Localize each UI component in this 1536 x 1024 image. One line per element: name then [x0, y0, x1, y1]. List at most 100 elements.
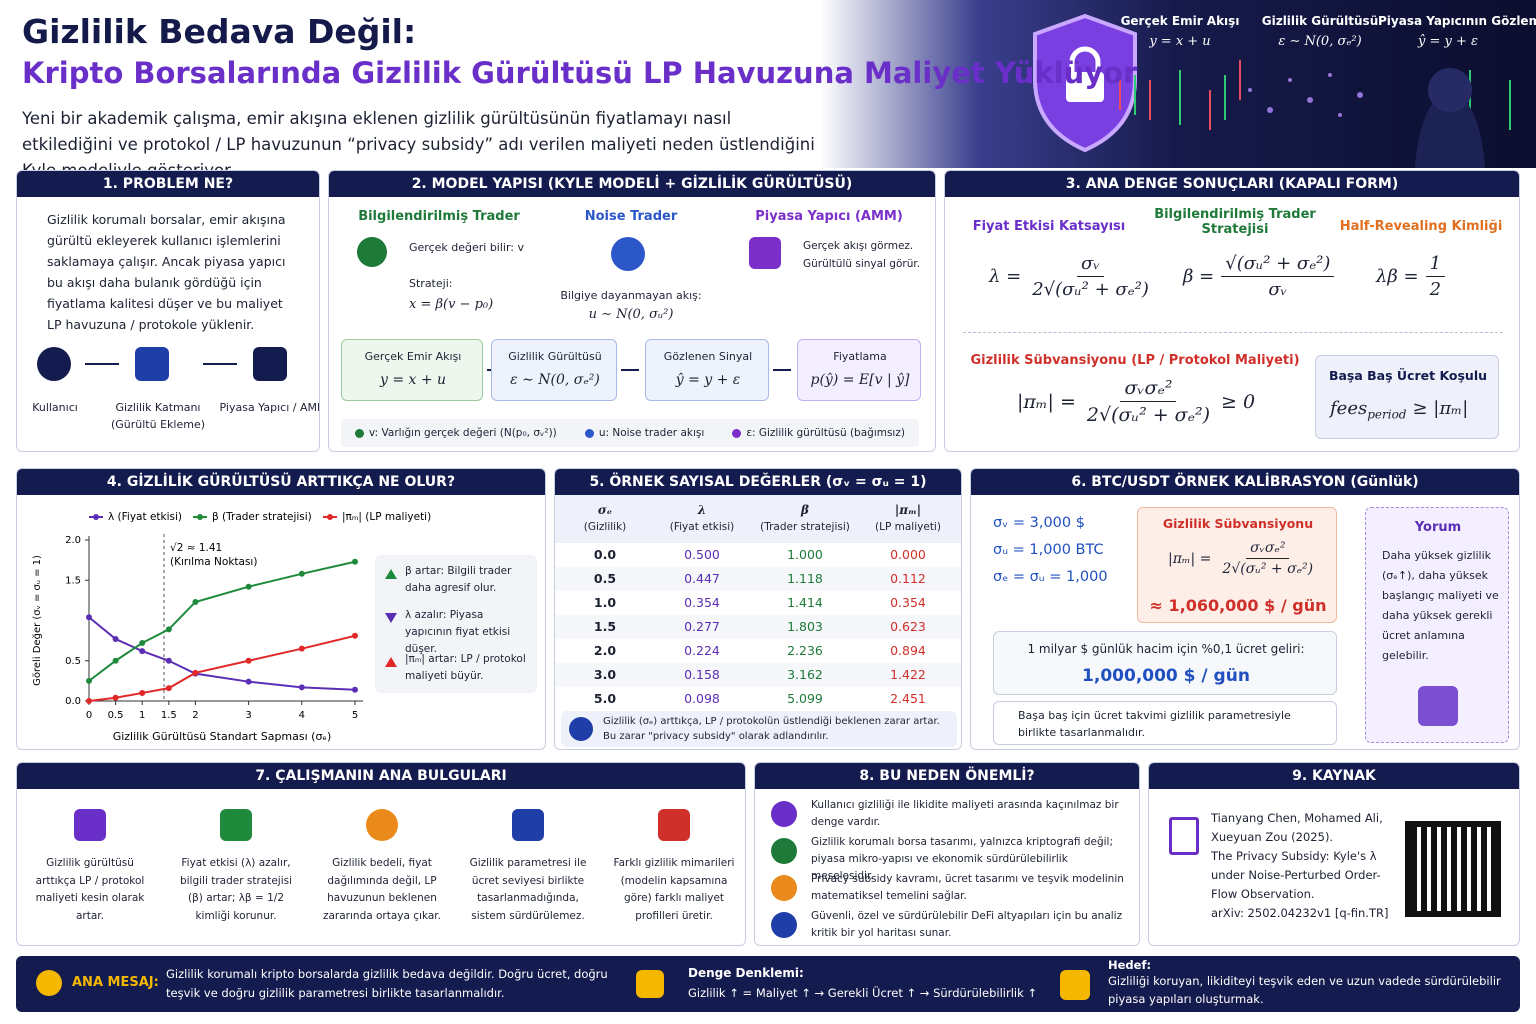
formula-lhs: λ =: [989, 266, 1022, 287]
importance-item: Privacy subsidy kavramı, ücret tasarımı …: [811, 873, 1124, 902]
text: Gizlilik Sübvansiyonu (LP / Protokol Mal…: [970, 353, 1300, 368]
legend-label: λ (Fiyat etkisi): [108, 511, 182, 523]
icon: [36, 970, 62, 996]
th-sub: (Fiyat etkisi): [669, 521, 735, 533]
y-axis-label: Göreli Değer (σᵥ = σᵤ = 1): [31, 555, 43, 686]
series-point: [139, 689, 146, 696]
denominator: 2√(σᵤ² + σₑ²): [1032, 279, 1149, 300]
qr-code: [1405, 821, 1501, 917]
x-tick-label: 0.5: [108, 710, 124, 721]
series-point: [245, 583, 252, 590]
arrow: [203, 363, 237, 365]
td: 1.422: [890, 667, 926, 682]
text: Hedef:: [1108, 958, 1152, 972]
td: 0.000: [890, 547, 926, 562]
panel-title: 4. GİZLİLİK GÜRÜLTÜSÜ ARTTIKÇA NE OLUR?: [17, 469, 545, 495]
series-point: [165, 626, 172, 633]
pipeline-box: Fiyatlama p(ŷ) = E[v | ŷ]: [797, 339, 921, 401]
series-point: [86, 614, 92, 621]
row-band: [555, 663, 961, 687]
icon: [658, 809, 690, 841]
td: 1.5: [593, 619, 617, 634]
x-tick-label: 4: [299, 710, 305, 721]
td: 0.5: [593, 571, 617, 586]
td: 2.236: [787, 643, 823, 658]
text: 1,000,000 $ / gün: [1082, 666, 1250, 686]
hero-formula: ŷ = y + ε: [1418, 34, 1478, 49]
text: Yorum: [1414, 520, 1462, 535]
td: 2.451: [890, 691, 926, 706]
numerator: σᵥ: [1077, 253, 1105, 277]
series-point: [139, 640, 146, 647]
icon: [512, 809, 544, 841]
icon: [220, 809, 252, 841]
numerator: 1: [1425, 253, 1446, 277]
denominator: 2√(σᵤ² + σₑ²): [1222, 561, 1314, 577]
series-point: [86, 698, 92, 704]
panel-title: 5. ÖRNEK SAYISAL DEĞERLER (σᵥ = σᵤ = 1): [555, 469, 961, 495]
formula-lhs: λβ =: [1376, 266, 1419, 287]
icon: [771, 838, 797, 864]
pipeline-box: Gerçek Emir Akışı y = x + u: [341, 339, 483, 401]
legend-swatch: [355, 428, 365, 438]
formula: |πₘ| = σᵥσₑ² 2√(σᵤ² + σₑ²): [1168, 540, 1317, 577]
text: Fiyatlama: [833, 350, 887, 363]
formula: β = √(σᵤ² + σₑ²) σᵥ: [1183, 253, 1335, 300]
icon: [253, 347, 287, 381]
panel-title: 1. PROBLEM NE?: [17, 171, 319, 197]
td: 0.098: [684, 691, 720, 706]
denominator: 2: [1429, 279, 1442, 300]
finding: Gizlilik bedeli, fiyat dağılımında değil…: [322, 857, 441, 922]
text: Başa Baş Ücret Koşulu: [1328, 368, 1488, 383]
td: 0.112: [890, 571, 926, 586]
icon: [611, 237, 645, 271]
panel: 6. BTC/USDT ÖRNEK KALİBRASYON (Günlük) σᵥ…: [970, 468, 1520, 750]
td: 2.0: [593, 643, 617, 658]
numerator: σᵥσₑ²: [1246, 540, 1290, 559]
text: Gizlilik ↑ = Maliyet ↑ → Gerekli Ücret ↑…: [688, 986, 1038, 1000]
hero-formula: ε ∼ N(0, σₑ²): [1278, 34, 1362, 49]
panel-title: 6. BTC/USDT ÖRNEK KALİBRASYON (Günlük): [971, 469, 1519, 495]
text: Strateji:: [409, 277, 453, 290]
y-tick-label: 2.0: [65, 535, 81, 546]
param: σᵥ = 3,000 $: [993, 515, 1085, 531]
icon: [135, 347, 169, 381]
text: Gözlenen Sinyal: [663, 350, 753, 363]
finding: Fiyat etkisi (λ) azalır, bilgili trader …: [179, 857, 293, 922]
text: Gizlilik Bedava Değil:: [22, 12, 417, 51]
td: 1.803: [787, 619, 823, 634]
td: 0.158: [684, 667, 720, 682]
y-tick-label: 1.5: [65, 575, 81, 586]
formula: ŷ = y + ε: [675, 372, 741, 388]
td: 0.354: [684, 595, 720, 610]
legend-swatch: [584, 428, 594, 438]
text: Gizlilik Sübvansiyonu: [1162, 516, 1314, 531]
note: β artar: Bilgili trader daha agresif olu…: [405, 565, 512, 594]
th: β: [801, 503, 809, 517]
fraction: √(σᵤ² + σₑ²) σᵥ: [1221, 253, 1335, 300]
arrow: [85, 363, 119, 365]
formula-lhs: |πₘ| =: [1168, 550, 1212, 567]
text: Gizlilik (σₑ) arttıkça, LP / protokolün …: [603, 716, 940, 742]
panel-title: 2. MODEL YAPISI (KYLE MODELİ + GİZLİLİK …: [329, 171, 935, 197]
td: 1.000: [787, 547, 823, 562]
divider: [963, 332, 1503, 333]
subsidy-box: Gizlilik Sübvansiyonu |πₘ| = σᵥσₑ² 2√(σᵤ² +…: [1137, 507, 1337, 623]
text: Yeni bir akademik çalışma, emir akışına …: [22, 109, 815, 180]
finding: Gizlilik parametresi ile ücret seviyesi …: [469, 857, 587, 922]
notes-box: β artar: Bilgili trader daha agresif olu…: [375, 555, 537, 693]
td: 3.0: [593, 667, 617, 682]
formula: |πₘ| = σᵥσₑ² 2√(σᵤ² + σₑ²) ≥ 0: [1017, 377, 1255, 426]
series-point: [112, 636, 119, 643]
x-tick-label: 2: [192, 710, 198, 721]
arrow: [773, 369, 791, 371]
th: |πₘ|: [894, 503, 922, 517]
text: Noise Trader: [584, 209, 678, 224]
breakeven-box: Başa Baş Ücret Koşulu feesperiod ≥ |πₘ|: [1315, 355, 1499, 439]
formula-lhs: |πₘ| =: [1017, 390, 1076, 413]
conclusion-box: Başa baş için ücret takvimi gizlilik par…: [993, 701, 1337, 745]
th-sub: (Trader stratejisi): [760, 521, 850, 533]
y-tick-label: 0.0: [65, 696, 81, 707]
td: 1.414: [787, 595, 823, 610]
series-point: [352, 558, 358, 565]
